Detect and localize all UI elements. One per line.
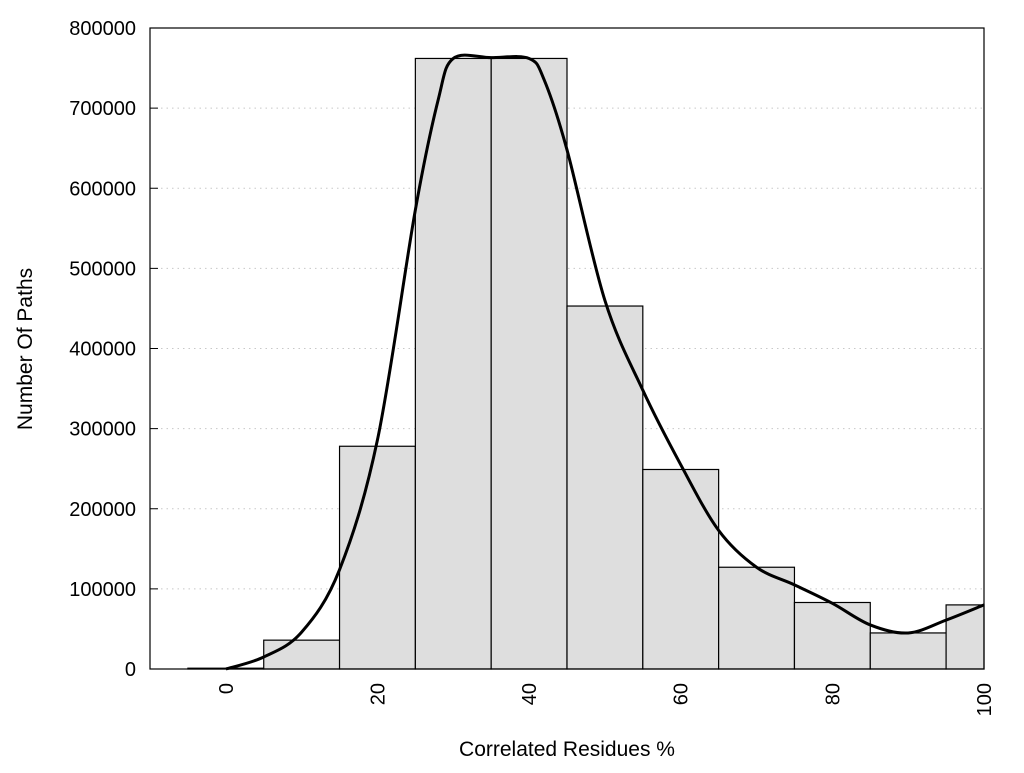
y-tick-label: 0 [125,659,136,681]
histogram-bar [338,445,416,670]
histogram-bar [793,601,871,670]
y-tick-label: 400000 [69,339,136,361]
x-tick-label: 60 [671,683,693,705]
histogram-bar [566,305,644,670]
x-tick-label: 100 [974,683,996,716]
grid-lines [150,107,984,590]
y-tick-label: 600000 [69,178,136,200]
histogram-bar [414,57,492,670]
y-tick-label: 300000 [69,419,136,441]
bars [187,57,985,670]
x-tick-label: 20 [367,683,389,705]
histogram-bar [718,566,796,670]
histogram-bar [490,57,568,670]
y-tick-label: 800000 [69,18,136,40]
x-axis-ticks: 0 20 40 60 80 100 [216,683,996,716]
y-axis-ticks: 0 100000 200000 300000 400000 500000 600000 700… [69,18,158,681]
y-tick-label: 700000 [69,98,136,120]
histogram-bar [869,632,947,670]
y-tick-label: 200000 [69,499,136,521]
x-tick-label: 0 [216,683,238,694]
x-tick-label: 80 [822,683,844,705]
y-axis-label: Number Of Paths [14,268,37,430]
histogram-bar [642,468,720,670]
x-axis-label: Correlated Residues % [459,738,675,761]
histogram-bar [945,604,985,670]
density-curve [225,53,985,671]
x-tick-label: 40 [519,683,541,705]
y-tick-label: 500000 [69,258,136,280]
histogram-bar [263,639,341,670]
y-tick-label: 100000 [69,579,136,601]
